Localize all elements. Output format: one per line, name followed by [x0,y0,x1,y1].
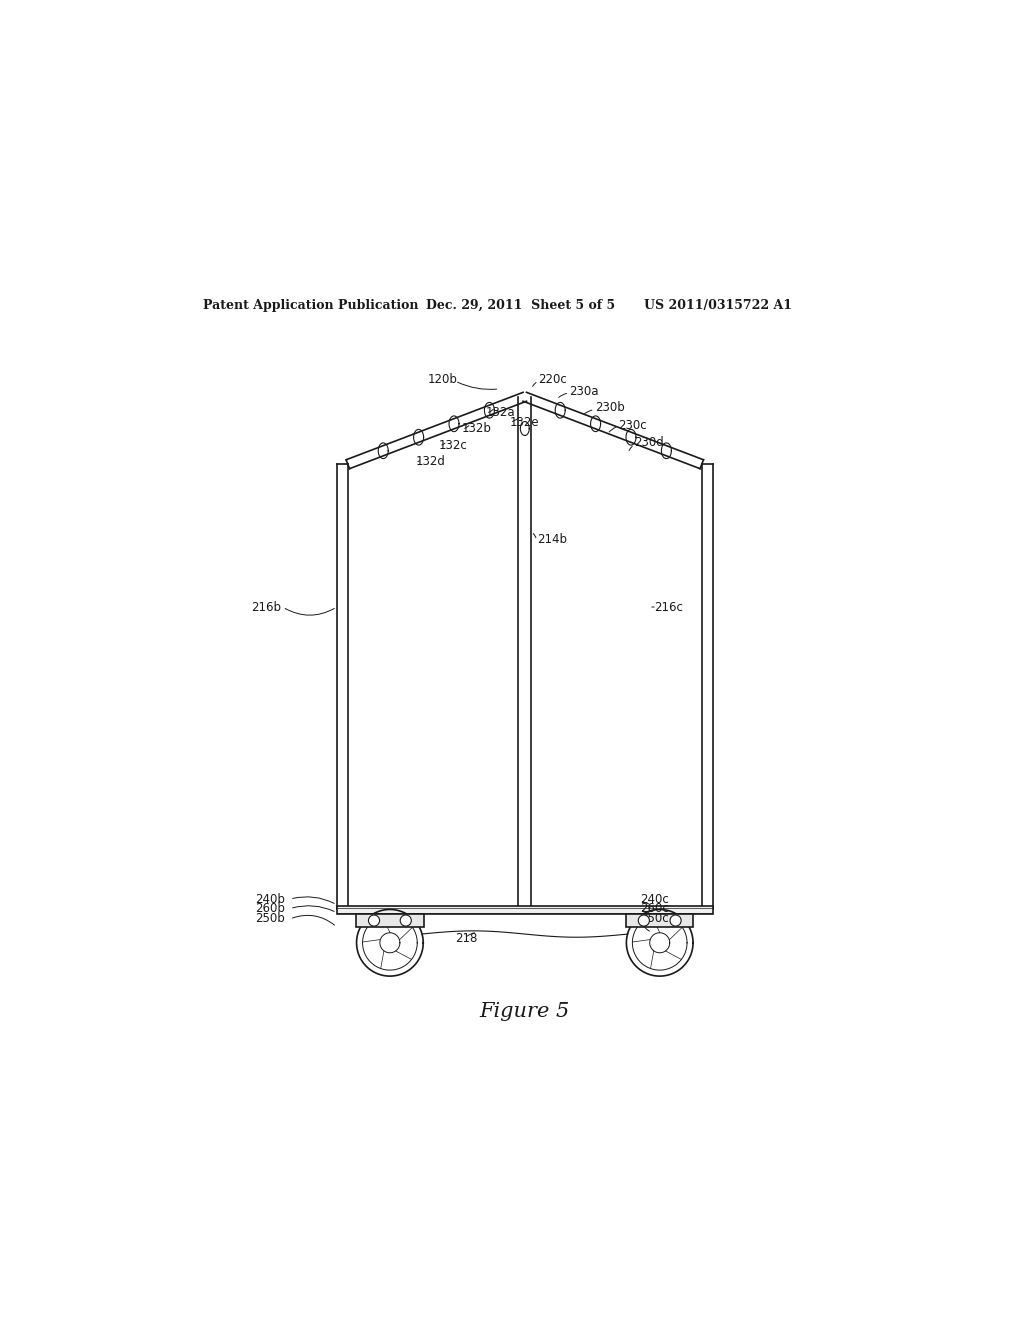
Text: 240c: 240c [640,892,669,906]
Text: 132d: 132d [416,455,445,469]
Circle shape [400,915,412,927]
Text: 260c: 260c [640,902,669,915]
Bar [337,907,713,915]
Text: 250b: 250b [255,912,285,925]
Text: 260b: 260b [255,902,285,915]
Text: US 2011/0315722 A1: US 2011/0315722 A1 [644,300,792,312]
Text: 240b: 240b [255,892,285,906]
Bar [356,915,424,927]
Circle shape [670,915,681,927]
Text: 214b: 214b [537,533,566,546]
Text: 250c: 250c [640,912,669,925]
Text: 216c: 216c [654,601,683,614]
Circle shape [369,915,380,927]
Circle shape [638,915,649,927]
Text: 230d: 230d [634,437,665,449]
Text: 132e: 132e [510,416,540,429]
Text: 218: 218 [455,932,477,945]
Text: 132a: 132a [486,407,515,420]
Text: 230b: 230b [595,401,625,414]
Text: 132b: 132b [462,422,492,436]
Text: 132c: 132c [439,438,468,451]
Text: 220c: 220c [539,372,567,385]
Text: 230c: 230c [618,418,647,432]
Text: 230a: 230a [569,384,599,397]
Bar [626,915,693,927]
Text: 120b: 120b [427,372,457,385]
Text: Dec. 29, 2011  Sheet 5 of 5: Dec. 29, 2011 Sheet 5 of 5 [426,300,614,312]
Text: 216b: 216b [251,601,281,614]
Text: Figure 5: Figure 5 [479,1002,570,1022]
Text: Patent Application Publication: Patent Application Publication [204,300,419,312]
